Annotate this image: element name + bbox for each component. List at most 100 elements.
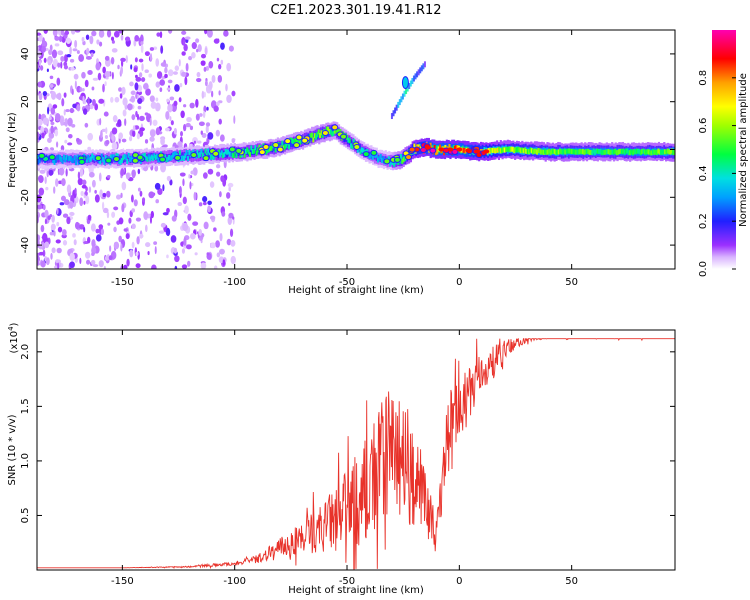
noise-speck [130, 95, 136, 103]
noise-speck [202, 172, 208, 179]
noise-speck [81, 184, 87, 189]
noise-speck [159, 87, 163, 93]
noise-speck [69, 200, 74, 209]
noise-speck [62, 240, 68, 246]
ridge-cell [608, 149, 611, 155]
bottom-x-tick-label: -50 [339, 576, 355, 587]
noise-speck [166, 207, 170, 214]
noise-speck [166, 98, 170, 103]
ridge-cell [643, 149, 646, 155]
ridge-blob [202, 155, 210, 162]
noise-speck [130, 90, 136, 95]
top-x-axis-label: Height of straight line (km) [288, 285, 424, 296]
noise-speck [155, 58, 160, 67]
ridge-cell [638, 149, 641, 155]
noise-speck [96, 39, 100, 45]
ridge-cell [673, 150, 675, 156]
noise-speck [124, 36, 131, 42]
noise-speck [147, 250, 150, 256]
ridge-halo [111, 155, 114, 163]
noise-speck [99, 189, 103, 198]
noise-speck [59, 202, 65, 206]
noise-speck [49, 231, 55, 236]
ridge-cell [200, 148, 203, 154]
noise-speck [54, 129, 59, 137]
ridge-halo [375, 154, 378, 162]
ridge-halo [75, 156, 78, 164]
ridge-blob [190, 151, 198, 158]
ridge-cell [228, 151, 231, 157]
ridge-blob [451, 148, 459, 155]
ridge-cell [444, 144, 447, 150]
noise-speck [53, 230, 56, 237]
noise-speck [233, 115, 236, 124]
noise-speck [195, 98, 199, 108]
ridge-cell [515, 147, 518, 153]
ridge-cell [402, 157, 405, 163]
ridge-cell [119, 159, 122, 165]
noise-speck [135, 263, 141, 269]
noise-speck [213, 265, 218, 269]
noise-speck [123, 228, 128, 232]
ridge-cell [499, 148, 502, 154]
ridge-cell [433, 145, 436, 151]
noise-speck [144, 139, 149, 144]
noise-speck [87, 214, 92, 221]
noise-speck [57, 50, 64, 56]
ridge-cell [580, 149, 583, 155]
ridge-cell [666, 148, 669, 154]
noise-speck [131, 241, 135, 249]
noise-speck [113, 226, 117, 233]
noise-speck [128, 136, 133, 142]
noise-speck [209, 215, 216, 220]
noise-speck [185, 122, 191, 128]
ridge-cell [231, 152, 234, 158]
noise-speck [157, 188, 163, 195]
colorbar: 0.0 0.2 0.4 0.6 0.8 Normalized spectral ampl… [698, 30, 749, 277]
noise-speck [51, 49, 58, 59]
noise-speck [98, 260, 104, 268]
ridge-cell [513, 148, 516, 154]
branch-cell [401, 93, 404, 100]
noise-speck [69, 46, 72, 55]
noise-speck [104, 71, 111, 78]
branch-cell [392, 110, 395, 117]
noise-speck [151, 264, 157, 269]
top-x-tick-label: 50 [565, 277, 578, 288]
ridge-cell [143, 152, 146, 158]
noise-speck [65, 168, 68, 177]
noise-speck [98, 98, 105, 104]
noise-speck [111, 40, 115, 44]
noise-speck [91, 179, 96, 188]
noise-speck [94, 194, 100, 203]
noise-speck [84, 79, 89, 88]
ridge-cell [204, 148, 207, 154]
noise-speck [54, 112, 61, 122]
noise-speck [159, 31, 163, 39]
ridge-cell [296, 139, 299, 145]
noise-speck [217, 75, 223, 83]
noise-speck [37, 81, 42, 88]
ridge-cell [184, 153, 187, 159]
noise-speck [57, 262, 60, 269]
ridge-cell [600, 150, 603, 156]
ridge-cell [496, 147, 499, 153]
noise-speck [222, 259, 226, 266]
ridge-cell [294, 137, 297, 143]
noise-speck [173, 100, 178, 107]
noise-speck [38, 92, 43, 101]
noise-speck [184, 76, 188, 86]
ridge-cell [633, 149, 636, 155]
noise-speck [165, 110, 170, 120]
top-y-tick-label: 0 [20, 146, 31, 152]
ridge-cell [603, 149, 606, 155]
branch-cell [408, 83, 411, 90]
ridge-cell [99, 159, 102, 165]
noise-speck [183, 237, 187, 246]
ridge-cell [583, 149, 586, 155]
noise-speck [199, 113, 203, 117]
noise-speck [173, 247, 178, 254]
heatmap-layer [37, 30, 675, 269]
noise-speck [62, 229, 67, 236]
branch-cell [411, 78, 414, 85]
